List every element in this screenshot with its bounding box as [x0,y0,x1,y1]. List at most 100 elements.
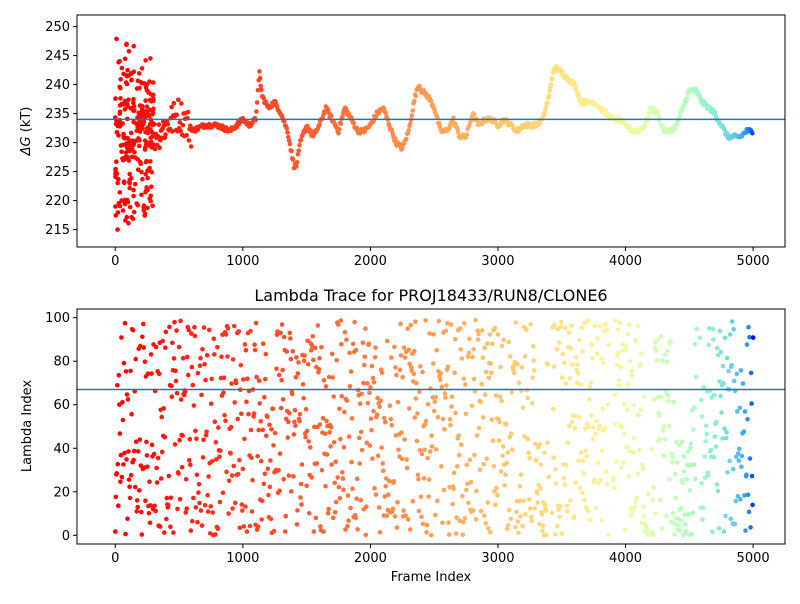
lambda-data-point [532,441,538,447]
lambda-data-point [598,477,603,483]
lambda-data-point [593,505,599,511]
lambda-data-point [291,474,296,479]
lambda-data-point [681,469,687,474]
dg-data-point [139,192,144,198]
lambda-data-point [379,370,385,376]
lambda-data-point [473,317,478,323]
lambda-data-point [629,368,635,374]
dg-data-point [724,130,730,136]
dg-data-point [148,56,153,61]
lambda-data-point [557,503,563,509]
lambda-data-point [225,354,230,359]
lambda-data-point [430,361,436,366]
lambda-data-point [679,439,685,445]
dg-data-point [132,181,138,187]
lambda-data-point [460,493,465,499]
lambda-data-point [329,351,335,357]
lambda-data-point [168,524,173,530]
lambda-data-point [412,348,417,354]
lambda-data-point [518,514,523,519]
lambda-data-point [636,323,641,329]
lambda-data-point [631,436,637,441]
lambda-data-point [302,353,307,358]
dg-data-point [131,104,137,109]
lambda-data-point [597,324,603,329]
lambda-data-point [244,399,249,405]
lambda-data-point [724,430,729,435]
lambda-data-point [171,530,176,535]
lambda-data-point [374,412,380,417]
dg-data-point [120,208,126,213]
dg-data-point [139,66,145,71]
lambda-data-point [205,492,210,498]
lambda-data-point [637,448,642,453]
lambda-data-point [232,400,237,405]
dg-data-point [118,143,124,148]
lambda-data-point [742,409,748,414]
lambda-data-point [473,516,479,522]
lambda-data-point [249,509,255,514]
lambda-data-point [152,503,157,509]
lambda-data-point [721,529,727,534]
lambda-data-point [565,509,570,514]
lambda-data-point [208,504,213,509]
lambda-data-point [420,369,425,375]
dg-data-point [123,150,129,155]
lambda-data-point [305,338,310,344]
lambda-data-point [399,430,404,435]
lambda-data-point [303,434,308,440]
lambda-data-point [239,502,245,507]
lambda-data-point [156,371,162,377]
dg-y-tick-label: 245 [45,49,70,64]
dg-data-point [295,151,301,157]
dg-data-point [127,204,133,210]
lambda-data-point [400,374,405,380]
lambda-data-point [295,508,300,513]
lambda-data-point [395,500,400,505]
lambda-data-point [280,367,285,373]
lambda-data-point [262,471,268,477]
lambda-data-point [255,453,260,459]
dg-data-point [455,129,461,135]
dg-data-point [131,209,137,215]
lambda-data-point [422,447,427,453]
lambda-data-point [480,355,486,361]
lambda-data-point [304,428,310,434]
dg-data-point [290,157,296,163]
dg-data-point [115,180,120,186]
lambda-data-point [124,457,129,462]
lambda-data-point [448,422,453,428]
dg-data-point [188,144,194,149]
lambda-data-point [231,463,236,469]
lambda-data-point [276,468,281,473]
lambda-data-point [346,434,352,439]
dg-data-point [389,127,395,133]
lambda-data-point [639,351,644,356]
lambda-data-point [721,380,726,386]
dg-data-point [136,71,142,76]
lambda-data-point [678,506,684,511]
lambda-data-point [736,451,741,456]
lambda-data-point [447,485,452,490]
lambda-data-point [518,472,524,478]
lambda-data-point [563,381,569,386]
dg-data-point [117,103,123,108]
lambda-data-point [563,325,568,331]
dg-data-point [392,136,398,141]
lambda-data-point [262,394,267,400]
lambda-data-point [271,443,276,448]
dg-data-point [152,121,157,127]
lambda-data-point [252,342,257,348]
lambda-data-point [357,461,363,466]
lambda-data-point [533,458,539,463]
dg-data-point [141,203,147,208]
lambda-data-point [373,492,379,497]
lambda-data-point [718,349,724,355]
dg-data-point [145,175,150,181]
lambda-data-point [500,453,505,459]
lambda-data-point [419,451,425,457]
dg-data-point [143,58,148,63]
dg-points [113,36,755,232]
lambda-data-point [513,320,519,325]
lambda-data-point [267,422,272,428]
